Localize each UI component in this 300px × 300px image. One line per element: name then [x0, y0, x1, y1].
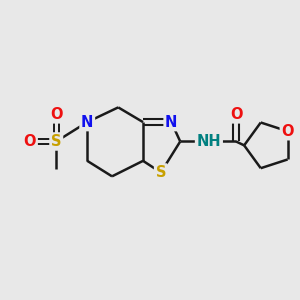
- Text: NH: NH: [196, 134, 221, 149]
- Text: N: N: [165, 115, 178, 130]
- Text: N: N: [81, 115, 93, 130]
- Text: O: O: [230, 107, 242, 122]
- Text: S: S: [51, 134, 62, 149]
- Text: O: O: [24, 134, 36, 149]
- Text: O: O: [281, 124, 294, 139]
- Text: S: S: [156, 165, 166, 180]
- Text: O: O: [50, 107, 62, 122]
